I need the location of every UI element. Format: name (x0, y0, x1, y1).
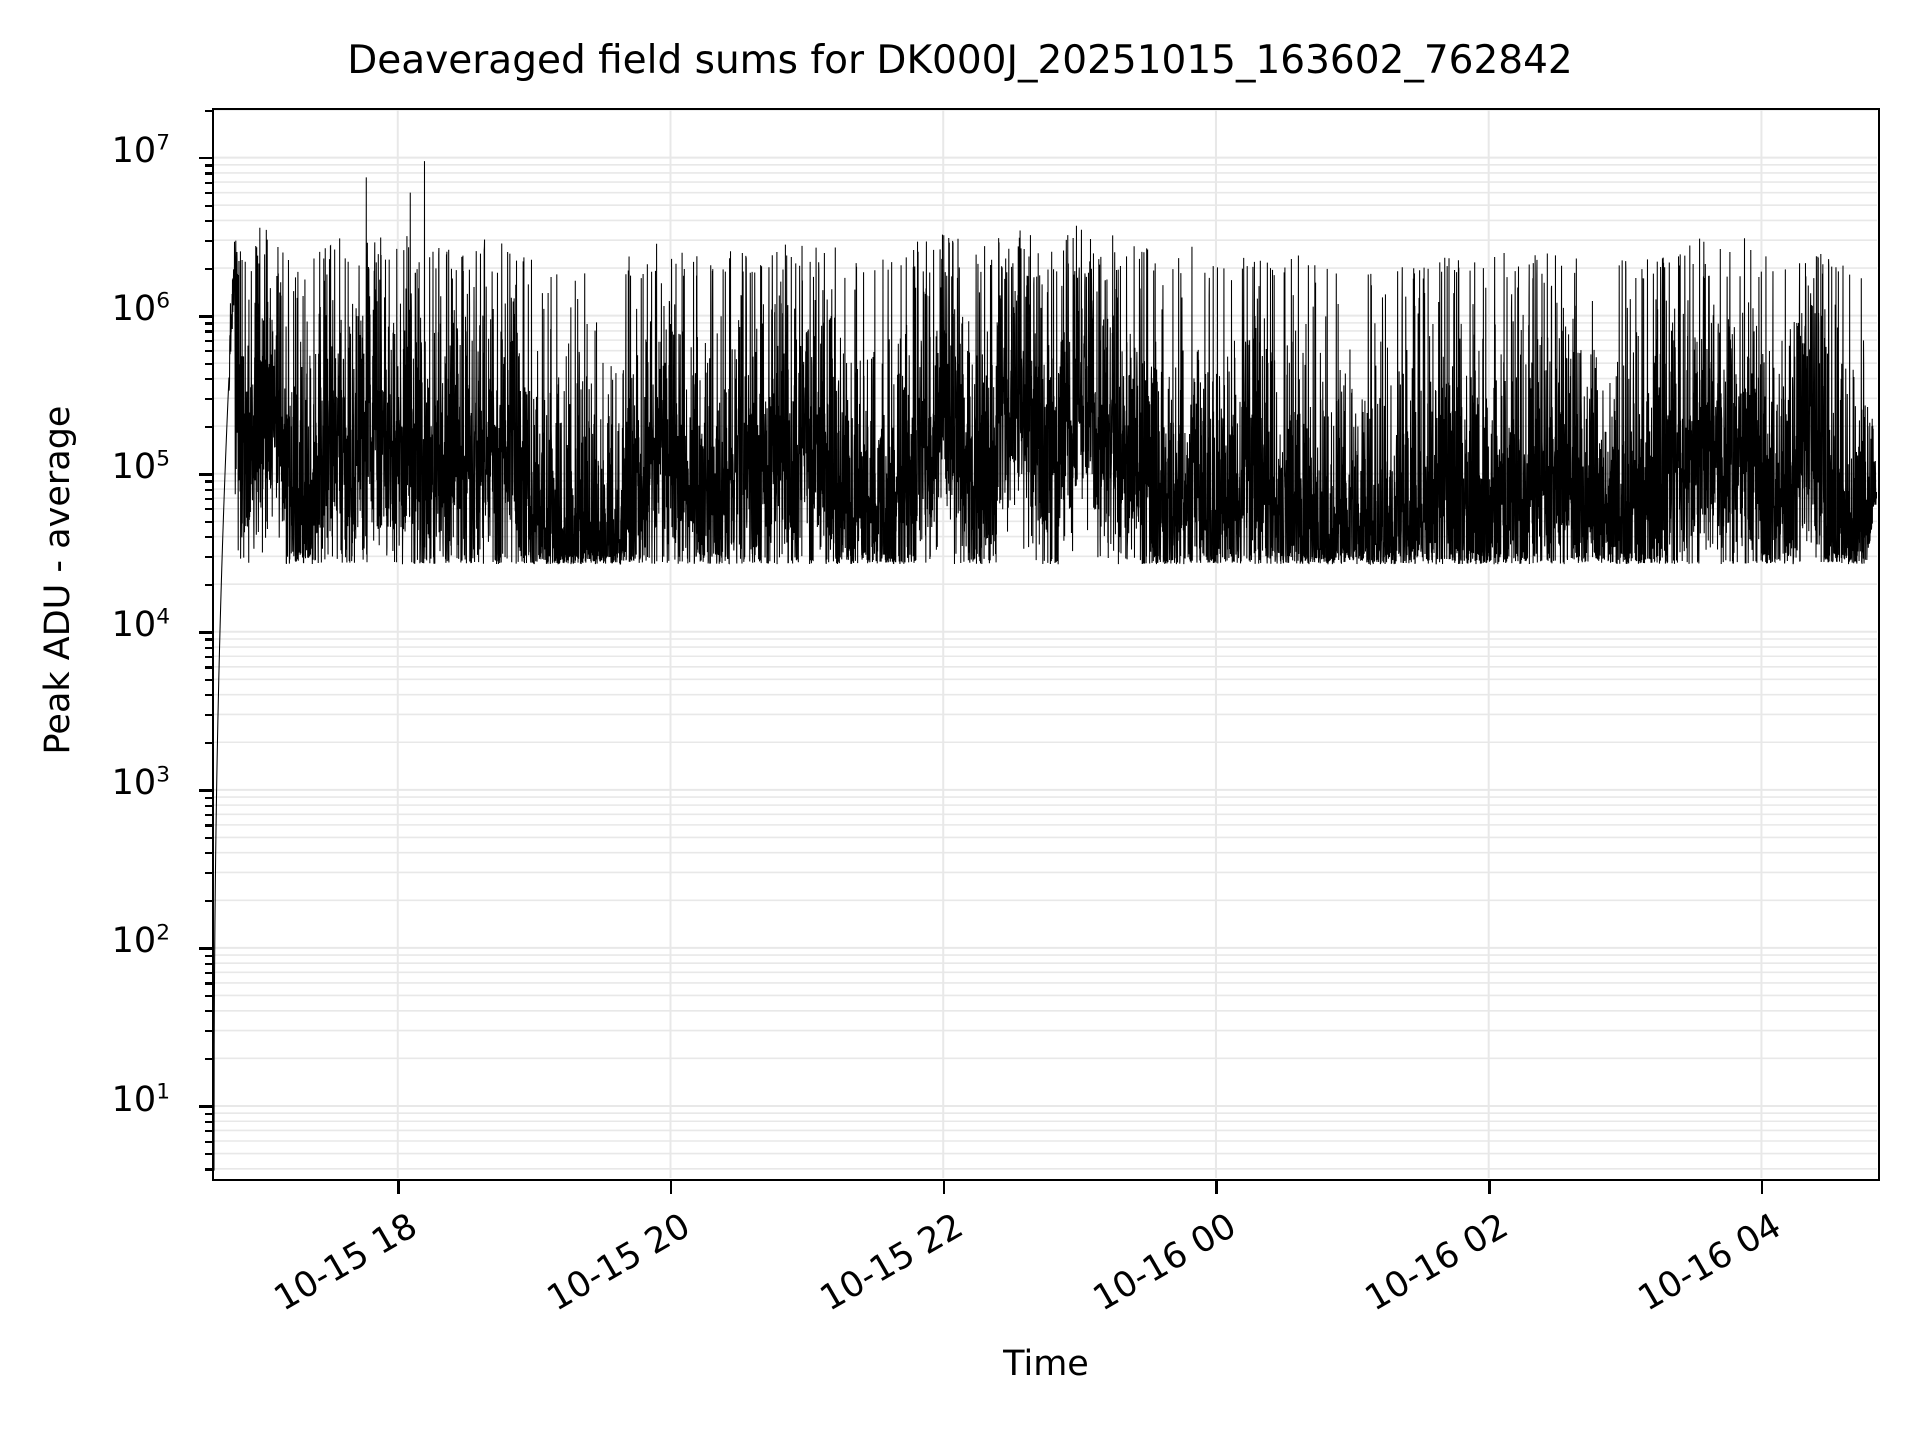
x-tick-major (1487, 1181, 1491, 1194)
y-tick-major (199, 314, 212, 318)
y-tick-minor (205, 971, 212, 975)
y-tick-major (199, 947, 212, 950)
x-tick-major (397, 1181, 400, 1194)
y-tick-minor (205, 239, 212, 242)
y-tick-minor (205, 172, 212, 175)
y-tick-minor (205, 508, 212, 511)
y-tick-minor (205, 678, 212, 682)
y-tick-minor (205, 899, 212, 902)
y-tick-minor (205, 713, 212, 717)
y-tick-label: 105 (111, 446, 170, 488)
x-tick-label: 10-15 20 (540, 1206, 698, 1320)
y-tick-minor (205, 982, 212, 985)
y-tick-minor (205, 1129, 212, 1133)
x-axis-label: Time (1003, 1344, 1089, 1384)
page-title: Deaveraged field sums for DK000J_2025101… (347, 38, 1573, 83)
y-tick-major (199, 156, 212, 160)
y-tick-minor (205, 204, 212, 207)
x-tick-label: 10-15 18 (268, 1206, 425, 1320)
y-tick-minor (205, 397, 212, 400)
y-tick-major (199, 789, 212, 792)
x-tick-label: 10-15 22 (813, 1206, 970, 1320)
y-tick-minor (205, 804, 212, 807)
y-tick-minor (205, 666, 212, 669)
y-tick-minor (205, 638, 212, 641)
y-tick-minor (205, 646, 212, 649)
y-tick-label: 106 (111, 288, 170, 330)
y-axis-label: Peak ADU - average (38, 405, 78, 755)
y-tick-minor (205, 871, 212, 875)
y-tick-minor (205, 267, 212, 270)
major-gridlines (214, 110, 1877, 1178)
y-tick-minor (205, 824, 212, 827)
y-tick-minor (205, 497, 212, 500)
y-tick-minor (205, 1010, 212, 1013)
y-tick-minor (205, 555, 212, 559)
y-tick-minor (205, 480, 212, 483)
y-tick-major (199, 472, 212, 476)
y-tick-minor (205, 164, 212, 167)
y-tick-minor (205, 655, 212, 658)
y-tick-minor (205, 192, 212, 195)
data-series-line (214, 161, 1877, 1171)
y-tick-minor (205, 350, 212, 353)
x-tick-major (669, 1181, 673, 1194)
y-tick-minor (205, 536, 212, 539)
y-tick-minor (205, 962, 212, 965)
y-tick-minor (205, 1112, 212, 1115)
y-tick-label: 107 (111, 130, 170, 172)
y-tick-major (199, 1105, 212, 1108)
y-tick-minor (205, 796, 212, 799)
y-tick-major (199, 631, 212, 634)
x-tick-major (942, 1181, 946, 1194)
y-tick-minor (205, 994, 212, 998)
x-tick-label: 10-16 00 (1086, 1206, 1243, 1320)
x-tick-major (1760, 1181, 1764, 1194)
plot-canvas (214, 110, 1877, 1178)
y-tick-minor (205, 954, 212, 957)
y-tick-minor (205, 219, 212, 223)
y-tick-minor (205, 694, 212, 697)
y-tick-minor (205, 1057, 212, 1061)
y-tick-label: 103 (111, 762, 170, 804)
y-tick-minor (205, 181, 212, 184)
y-tick-minor (205, 852, 212, 855)
y-tick-minor (205, 1120, 212, 1123)
y-tick-label: 102 (111, 920, 170, 962)
y-tick-minor (205, 378, 212, 381)
y-tick-minor (205, 109, 212, 112)
y-tick-minor (205, 425, 212, 428)
plot-area (212, 108, 1880, 1181)
y-tick-minor (205, 813, 212, 816)
y-tick-minor (205, 1153, 212, 1156)
y-tick-minor (205, 1168, 212, 1171)
y-tick-minor (205, 741, 212, 744)
y-tick-minor (205, 488, 212, 491)
y-tick-minor (205, 330, 212, 333)
y-tick-minor (205, 520, 212, 523)
y-tick-minor (205, 322, 212, 325)
x-tick-major (1215, 1181, 1218, 1194)
y-tick-minor (205, 339, 212, 342)
y-axis-tick-labels: 107 106 105 104 103 102 101 (0, 0, 212, 1440)
x-tick-label: 10-16 02 (1358, 1206, 1516, 1320)
x-tick-label: 10-16 04 (1631, 1206, 1789, 1320)
y-tick-minor (205, 583, 212, 586)
y-tick-label: 101 (111, 1078, 170, 1120)
y-tick-minor (205, 362, 212, 365)
y-tick-minor (205, 836, 212, 840)
y-tick-label: 104 (111, 604, 170, 646)
y-tick-minor (205, 1140, 212, 1143)
y-tick-minor (205, 1030, 212, 1033)
